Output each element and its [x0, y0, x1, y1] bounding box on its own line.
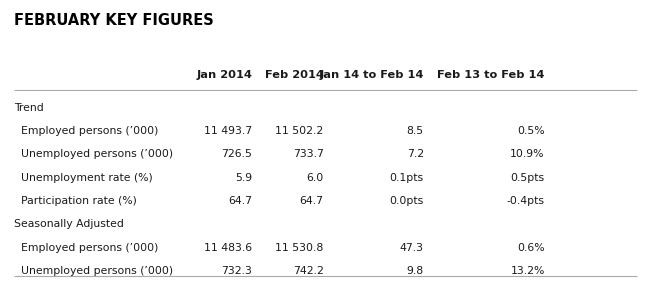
Text: 10.9%: 10.9% [510, 149, 545, 159]
Text: Feb 13 to Feb 14: Feb 13 to Feb 14 [437, 70, 545, 80]
Text: 11 493.7: 11 493.7 [204, 126, 252, 136]
Text: 726.5: 726.5 [221, 149, 252, 159]
Text: 64.7: 64.7 [228, 196, 252, 206]
Text: 733.7: 733.7 [292, 149, 324, 159]
Text: 0.6%: 0.6% [517, 243, 545, 253]
Text: Unemployed persons (’000): Unemployed persons (’000) [14, 266, 174, 276]
Text: 11 530.8: 11 530.8 [276, 243, 324, 253]
Text: 9.8: 9.8 [407, 266, 424, 276]
Text: Employed persons (’000): Employed persons (’000) [14, 126, 159, 136]
Text: -0.4pts: -0.4pts [507, 196, 545, 206]
Text: Jan 14 to Feb 14: Jan 14 to Feb 14 [319, 70, 424, 80]
Text: Jan 2014: Jan 2014 [196, 70, 252, 80]
Text: 6.0: 6.0 [306, 173, 324, 183]
Text: FEBRUARY KEY FIGURES: FEBRUARY KEY FIGURES [14, 13, 214, 28]
Text: Trend: Trend [14, 103, 44, 113]
Text: 0.5%: 0.5% [517, 126, 545, 136]
Text: Unemployment rate (%): Unemployment rate (%) [14, 173, 153, 183]
Text: 0.0pts: 0.0pts [389, 196, 424, 206]
Text: 732.3: 732.3 [221, 266, 252, 276]
Text: 742.2: 742.2 [292, 266, 324, 276]
Text: 7.2: 7.2 [407, 149, 424, 159]
Text: 8.5: 8.5 [407, 126, 424, 136]
Text: Participation rate (%): Participation rate (%) [14, 196, 137, 206]
Text: 5.9: 5.9 [235, 173, 252, 183]
Text: 0.5pts: 0.5pts [510, 173, 545, 183]
Text: 11 483.6: 11 483.6 [204, 243, 252, 253]
Text: Unemployed persons (’000): Unemployed persons (’000) [14, 149, 174, 159]
Text: 13.2%: 13.2% [510, 266, 545, 276]
Text: 0.1pts: 0.1pts [390, 173, 424, 183]
Text: 64.7: 64.7 [300, 196, 324, 206]
Text: Employed persons (’000): Employed persons (’000) [14, 243, 159, 253]
Text: 11 502.2: 11 502.2 [276, 126, 324, 136]
Text: Seasonally Adjusted: Seasonally Adjusted [14, 219, 124, 229]
Text: 47.3: 47.3 [400, 243, 424, 253]
Text: Feb 2014: Feb 2014 [265, 70, 324, 80]
